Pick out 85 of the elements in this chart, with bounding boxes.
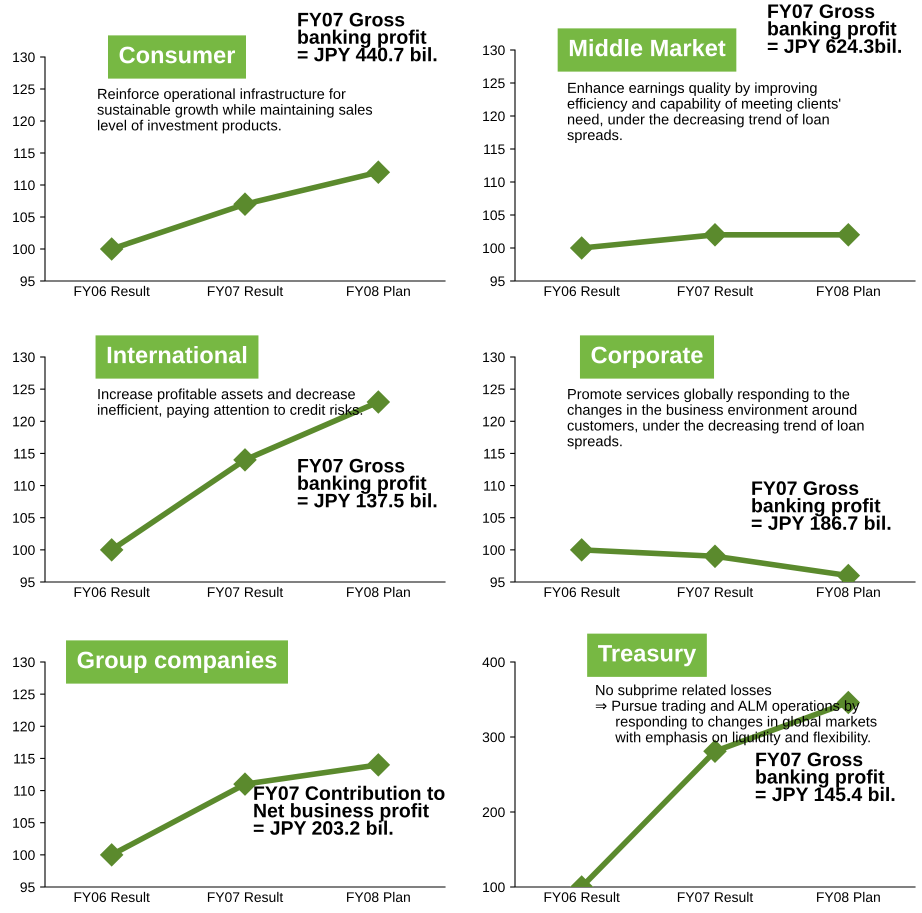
point: [234, 192, 256, 216]
x-tick-label: FY08 Plan: [817, 892, 880, 902]
y-tick-label: 400: [482, 657, 505, 668]
point: [366, 390, 390, 414]
x-tick-label: FY07 Result: [678, 586, 754, 598]
x-tick-label: FY07 Result: [208, 892, 284, 902]
y-tick-label: 110: [484, 177, 505, 188]
x-tick-label: FY06 Result: [544, 286, 620, 296]
chart-title: International: [108, 346, 246, 364]
y-tick-label: 100: [483, 545, 505, 556]
y-tick-label: 115: [14, 148, 35, 158]
annotation: FY07 Gross banking profit = JPY 145.4 bil.: [756, 752, 894, 802]
y-tick-label: 100: [13, 545, 35, 556]
x-tick-label: FY08 Plan: [817, 286, 880, 296]
x-tick-label: FY07 Result: [678, 286, 754, 296]
chart-title: Group companies: [78, 650, 276, 674]
y-tick-label: 125: [483, 384, 505, 394]
point: [366, 160, 390, 184]
y-tick-label: 120: [483, 111, 505, 122]
y-tick-label: 115: [484, 448, 505, 459]
y-tick-label: 125: [13, 384, 35, 394]
x-tick-label: FY08 Plan: [347, 586, 410, 598]
x-tick-label: FY08 Plan: [347, 286, 410, 296]
chart-title: Consumer: [120, 46, 236, 64]
chart-title: Middle Market: [570, 38, 726, 56]
y-tick-label: 115: [484, 144, 505, 154]
y-tick-label: 125: [13, 689, 35, 700]
annotation: Reinforce operational infrastructure for sustainable growth while maintaining sales level of investment products.: [97, 88, 372, 134]
y-tick-label: 105: [13, 212, 35, 222]
y-tick-label: 120: [13, 722, 35, 732]
annotation: FY07 Gross banking profit = JPY 624.3bil.: [768, 4, 901, 54]
annotation: FY07 Gross banking profit = JPY 440.7 bil.: [298, 12, 436, 62]
x-tick-label: FY06 Result: [74, 586, 150, 598]
y-tick-label: 130: [13, 52, 35, 62]
y-tick-label: 100: [483, 882, 505, 892]
y-tick-label: 125: [13, 84, 35, 94]
y-tick-label: 125: [483, 78, 505, 88]
y-tick-label: 200: [482, 807, 505, 818]
y-tick-label: 105: [13, 513, 35, 523]
chart-title: Treasury: [598, 645, 696, 666]
y-tick-label: 120: [483, 416, 505, 426]
x-tick-label: FY06 Result: [544, 892, 620, 902]
x-tick-label: FY08 Plan: [347, 892, 410, 902]
annotation: FY07 Gross banking profit = JPY 186.7 bil.: [752, 481, 890, 530]
y-tick-label: 110: [14, 180, 35, 190]
chart-title: Corporate: [592, 346, 703, 368]
point: [234, 448, 256, 472]
y-tick-label: 130: [483, 45, 505, 56]
annotation: Enhance earnings quality by improving efficiency and capability of meeting clients' need, under the decreasing trend of loan spreads.: [567, 82, 840, 144]
y-tick-label: 130: [13, 352, 35, 362]
y-tick-label: 130: [13, 657, 35, 668]
y-tick-label: 300: [482, 732, 505, 742]
y-tick-label: 105: [13, 818, 35, 828]
point: [366, 753, 390, 776]
y-tick-label: 105: [483, 210, 505, 220]
point: [100, 843, 124, 866]
x-tick-label: FY06 Result: [74, 286, 150, 296]
y-tick-label: 100: [483, 243, 505, 254]
x-tick-label: FY06 Result: [544, 586, 620, 598]
x-tick-label: FY07 Result: [208, 286, 284, 296]
y-tick-label: 110: [14, 480, 35, 491]
x-tick-label: FY06 Result: [74, 892, 150, 902]
y-tick-label: 115: [14, 448, 35, 459]
y-tick-label: 95: [490, 276, 505, 286]
point: [100, 538, 124, 562]
annotation: FY07 Gross banking profit = JPY 137.5 bil.: [298, 458, 436, 508]
y-tick-label: 110: [484, 480, 505, 491]
x-tick-label: FY07 Result: [208, 586, 284, 598]
y-tick-label: 115: [14, 754, 35, 764]
y-tick-label: 100: [13, 244, 35, 254]
annotation: Promote services globally responding to the changes in the business environment around customers, under the decreasing trend of loan spreads.: [567, 388, 864, 450]
point: [100, 238, 124, 260]
x-tick-label: FY08 Plan: [817, 586, 880, 598]
y-tick-label: 120: [13, 116, 35, 126]
y-tick-label: 110: [14, 786, 35, 796]
y-tick-label: 130: [483, 352, 505, 362]
annotation: FY07 Contribution to Net business profit = JPY 203.2 bil.: [254, 786, 444, 835]
x-tick-label: FY07 Result: [678, 892, 754, 902]
y-tick-label: 100: [13, 850, 35, 860]
y-tick-label: 105: [483, 513, 505, 523]
y-tick-label: 120: [13, 416, 35, 426]
y-tick-label: 95: [490, 577, 505, 588]
y-tick-label: 95: [20, 882, 35, 892]
y-tick-label: 95: [20, 577, 35, 588]
y-tick-label: 95: [20, 276, 35, 286]
